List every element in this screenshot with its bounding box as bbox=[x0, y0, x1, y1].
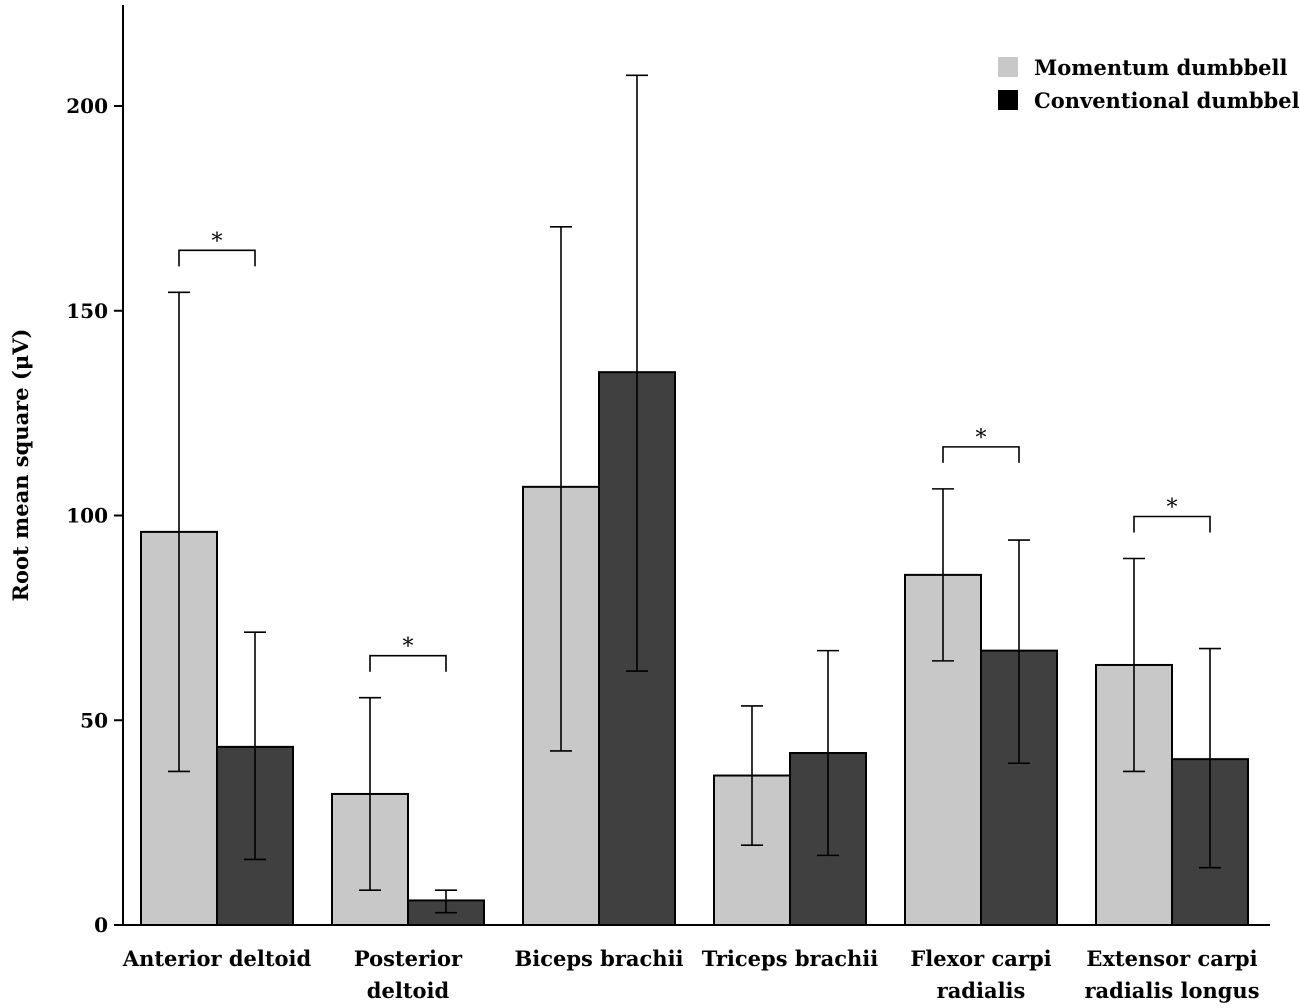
y-tick-label: 150 bbox=[66, 299, 108, 323]
x-category-label: Extensor carpi radialis longus bbox=[1084, 946, 1259, 1003]
x-category-label: Posterior deltoid bbox=[354, 946, 463, 1003]
x-category-label: Flexor carpi radialis bbox=[910, 946, 1051, 1003]
significance-bracket bbox=[178, 249, 256, 267]
significance-bracket bbox=[1133, 515, 1211, 533]
y-axis-title: Root mean square (μV) bbox=[8, 329, 33, 602]
significance-bracket bbox=[369, 654, 447, 672]
significance-star: * bbox=[212, 229, 223, 254]
significance-star: * bbox=[403, 635, 414, 660]
y-tick-label: 0 bbox=[94, 913, 108, 937]
error-bars-layer bbox=[168, 74, 1221, 914]
legend-swatch-conventional bbox=[998, 90, 1018, 110]
legend: Momentum dumbbell Conventional dumbbell bbox=[998, 55, 1300, 113]
y-ticks-layer: 0 50 100 150 200 bbox=[66, 94, 123, 937]
y-tick-label: 100 bbox=[66, 504, 108, 528]
axes-layer bbox=[122, 5, 1270, 926]
x-category-label: Anterior deltoid bbox=[122, 946, 312, 971]
significance-star: * bbox=[1167, 495, 1178, 520]
legend-label-conventional: Conventional dumbbell bbox=[1034, 88, 1300, 113]
x-labels-layer: Anterior deltoid Posterior deltoid Biceps b… bbox=[122, 946, 1260, 1003]
y-tick-label: 50 bbox=[80, 708, 108, 732]
significance-star: * bbox=[976, 426, 987, 451]
x-category-label: Triceps brachii bbox=[702, 946, 878, 971]
x-category-label: Biceps brachii bbox=[514, 946, 683, 971]
significance-bracket bbox=[942, 446, 1020, 463]
significance-layer: * * * * bbox=[178, 229, 1211, 672]
bars-layer bbox=[140, 371, 1249, 927]
legend-swatch-momentum bbox=[998, 57, 1018, 77]
legend-label-momentum: Momentum dumbbell bbox=[1034, 55, 1287, 80]
y-tick-label: 200 bbox=[66, 94, 108, 118]
